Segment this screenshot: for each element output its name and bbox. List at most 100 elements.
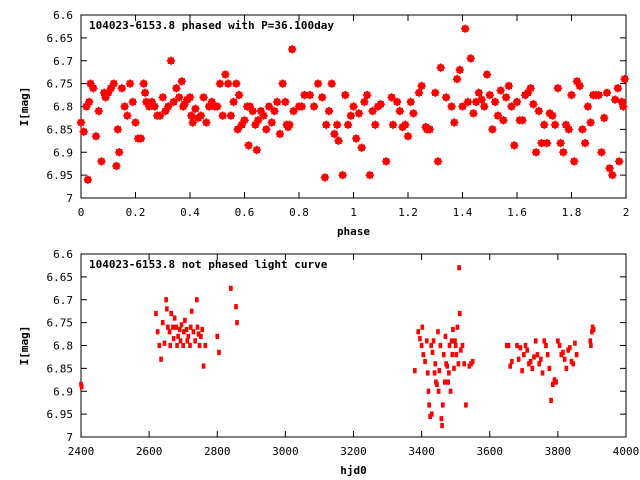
data-point-core xyxy=(148,98,156,106)
data-point-core xyxy=(95,107,102,115)
data-point xyxy=(166,324,170,330)
data-point-core xyxy=(216,80,224,87)
data-point xyxy=(537,361,541,367)
data-point-core xyxy=(118,85,126,92)
data-point-core xyxy=(470,110,477,117)
data-point-core xyxy=(358,144,365,151)
data-point-core xyxy=(245,142,252,149)
data-point xyxy=(458,347,463,353)
data-point-core xyxy=(331,130,338,138)
data-point-core xyxy=(483,71,491,78)
data-point xyxy=(562,356,567,362)
data-point-core xyxy=(85,98,93,106)
data-point-core xyxy=(321,174,329,181)
data-point-core xyxy=(530,101,537,108)
data-point-core xyxy=(323,121,330,128)
x-tick-label: 0.4 xyxy=(180,206,200,219)
data-point-core xyxy=(318,94,326,101)
chart-title: 104023-6153.8 phased with P=36.100day xyxy=(89,19,334,32)
data-point-core xyxy=(110,80,117,87)
data-point-core xyxy=(137,135,145,142)
data-point-core xyxy=(519,117,526,124)
data-point-core xyxy=(274,98,281,106)
data-point xyxy=(547,365,552,371)
data-point-core xyxy=(84,176,92,183)
data-point-core xyxy=(222,71,229,78)
data-point-core xyxy=(606,165,613,172)
data-point xyxy=(508,363,513,369)
data-point-core xyxy=(314,80,322,87)
data-point xyxy=(453,342,458,349)
data-point-core xyxy=(562,121,570,128)
data-point-core xyxy=(361,98,368,106)
data-point-core xyxy=(595,91,602,99)
data-point xyxy=(432,370,437,376)
x-tick-label: 2600 xyxy=(136,445,163,458)
data-point-core xyxy=(310,103,318,110)
y-tick-label: 6.85 xyxy=(47,123,74,136)
data-point-core xyxy=(393,98,401,106)
data-point-core xyxy=(462,25,469,32)
data-point-core xyxy=(350,103,357,110)
data-point xyxy=(446,379,451,385)
y-tick-label: 6.75 xyxy=(47,317,74,330)
data-point xyxy=(440,422,444,429)
data-point xyxy=(188,324,193,330)
data-point xyxy=(194,297,199,303)
data-point xyxy=(157,342,162,349)
data-point-core xyxy=(500,117,507,124)
data-point-core xyxy=(442,94,450,101)
data-point xyxy=(425,370,430,376)
data-point xyxy=(229,285,233,291)
data-point-core xyxy=(306,91,314,99)
y-tick-label: 6.7 xyxy=(53,294,73,307)
data-point-core xyxy=(253,146,260,154)
y-axis-label: I[mag] xyxy=(18,87,31,127)
data-point xyxy=(433,361,438,367)
data-point xyxy=(533,338,538,344)
data-point xyxy=(175,342,179,349)
data-point xyxy=(591,326,596,333)
y-tick-label: 7 xyxy=(66,192,73,205)
data-point xyxy=(164,297,168,303)
data-point-core xyxy=(92,133,100,140)
data-point xyxy=(155,329,160,335)
data-point-core xyxy=(254,117,262,124)
data-point-core xyxy=(233,80,240,87)
data-point-core xyxy=(565,126,572,133)
data-point xyxy=(215,333,220,339)
data-point xyxy=(184,326,189,333)
data-point xyxy=(573,340,577,346)
data-point-core xyxy=(404,133,412,140)
data-point xyxy=(171,324,175,330)
data-point-core xyxy=(328,80,335,87)
data-point-core xyxy=(288,46,296,53)
data-point-core xyxy=(235,91,243,99)
data-point xyxy=(419,342,424,349)
data-point-core xyxy=(114,126,121,133)
data-point xyxy=(217,349,221,355)
data-point xyxy=(520,368,524,374)
data-point xyxy=(440,402,445,408)
data-point xyxy=(427,402,431,408)
data-point-core xyxy=(369,107,376,115)
data-point-core xyxy=(230,98,237,106)
data-point-core xyxy=(481,103,488,110)
data-point-core xyxy=(105,89,112,96)
x-tick-label: 1.8 xyxy=(562,206,582,219)
data-point xyxy=(420,324,425,330)
data-point-core xyxy=(342,91,349,99)
x-tick-label: 0.8 xyxy=(289,206,309,219)
data-point-core xyxy=(557,139,564,147)
data-point xyxy=(510,358,514,365)
data-point-core xyxy=(573,78,581,85)
data-point-core xyxy=(551,121,559,128)
x-tick-label: 2400 xyxy=(68,445,95,458)
data-point-core xyxy=(241,117,248,124)
data-point-core xyxy=(124,112,131,119)
data-point-core xyxy=(456,66,463,74)
data-point-core xyxy=(167,57,175,64)
data-point-core xyxy=(568,91,575,99)
data-point-core xyxy=(434,158,442,165)
data-point xyxy=(177,326,182,333)
